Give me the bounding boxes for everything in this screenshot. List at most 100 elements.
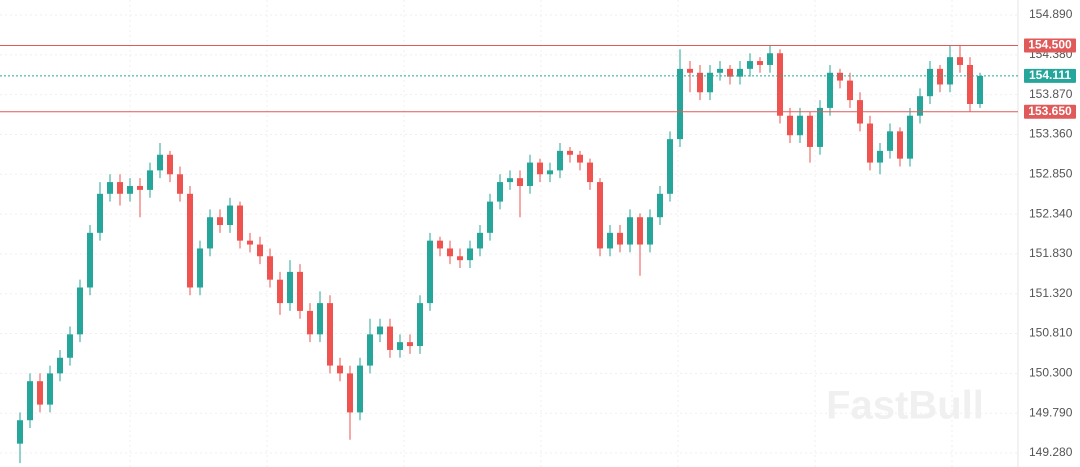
candle-body xyxy=(807,115,813,147)
candle-body xyxy=(797,115,803,136)
candle-body xyxy=(417,303,423,347)
candle-body xyxy=(657,193,663,218)
candle-body xyxy=(367,334,373,366)
candle-body xyxy=(937,68,943,85)
price-label-box xyxy=(1024,68,1076,83)
candle-body xyxy=(727,68,733,77)
candle-body xyxy=(687,68,693,73)
candle-body xyxy=(427,240,433,304)
candle-body xyxy=(97,193,103,233)
candle-body xyxy=(407,342,413,347)
y-tick-label: 153.360 xyxy=(1029,127,1073,141)
candle-body xyxy=(837,72,843,81)
candle-body xyxy=(977,75,983,105)
candle-body xyxy=(127,185,133,194)
candle-body xyxy=(707,72,713,93)
candle-body xyxy=(397,342,403,350)
candle-body xyxy=(947,57,953,85)
candle-body xyxy=(167,154,173,175)
candle-body xyxy=(357,365,363,413)
candle-body xyxy=(667,139,673,194)
candle-body xyxy=(507,178,513,183)
candle-body xyxy=(527,162,533,186)
candle-body xyxy=(617,232,623,245)
candle-body xyxy=(757,61,763,65)
candle-body xyxy=(207,217,213,249)
candle-body xyxy=(887,131,893,151)
candle-body xyxy=(197,248,203,288)
candle-body xyxy=(77,287,83,335)
candle-body xyxy=(47,373,53,405)
candle-body xyxy=(867,123,873,163)
y-tick-label: 151.320 xyxy=(1029,286,1073,300)
candle-body xyxy=(327,303,333,366)
candle-body xyxy=(297,271,303,311)
candle-body xyxy=(137,185,143,190)
candle-body xyxy=(477,232,483,249)
candle-body xyxy=(147,170,153,190)
candle-body xyxy=(627,217,633,245)
candle-body xyxy=(237,205,243,241)
candle-body xyxy=(597,182,603,249)
candle-body xyxy=(387,326,393,350)
candle-body xyxy=(897,131,903,159)
candle-body xyxy=(37,381,43,405)
price-label: 153.650 xyxy=(1028,104,1072,118)
candle-body xyxy=(767,53,773,65)
candle-body xyxy=(967,64,973,105)
candle-body xyxy=(737,68,743,77)
candle-body xyxy=(557,150,563,171)
candle-body xyxy=(187,193,193,288)
y-tick-label: 149.790 xyxy=(1029,405,1073,419)
candle-body xyxy=(87,232,93,288)
candle-body xyxy=(117,182,123,194)
candle-body xyxy=(307,310,313,335)
candle-body xyxy=(497,182,503,202)
candle-body xyxy=(927,68,933,97)
candle-body xyxy=(437,240,443,249)
candle-body xyxy=(257,244,263,257)
candle-body xyxy=(17,420,23,444)
candle-body xyxy=(27,381,33,421)
y-tick-label: 149.280 xyxy=(1029,445,1073,459)
candle-body xyxy=(587,162,593,183)
candle-body xyxy=(607,232,613,249)
candle-body xyxy=(957,57,963,65)
candle-body xyxy=(537,162,543,175)
y-tick-label: 152.850 xyxy=(1029,166,1073,180)
candle-body xyxy=(647,217,653,245)
candle-body xyxy=(467,248,473,261)
y-tick-label: 152.340 xyxy=(1029,206,1073,220)
candle-body xyxy=(447,248,453,257)
candle-body xyxy=(847,80,853,101)
candle-body xyxy=(107,182,113,194)
candle-body xyxy=(747,61,753,69)
candle-body xyxy=(287,271,293,304)
price-label-box xyxy=(1024,104,1076,119)
y-tick-label: 150.810 xyxy=(1029,326,1073,340)
price-label: 154.500 xyxy=(1028,38,1072,52)
candle-body xyxy=(227,205,233,226)
candle-body xyxy=(157,154,163,171)
y-tick-label: 151.830 xyxy=(1029,246,1073,260)
candle-body xyxy=(377,326,383,335)
y-tick-label: 150.300 xyxy=(1029,366,1073,380)
candle-body xyxy=(917,96,923,116)
candle-body xyxy=(177,174,183,194)
candle-body xyxy=(817,107,823,147)
candle-body xyxy=(487,201,493,233)
y-tick-label: 154.890 xyxy=(1029,7,1073,21)
candle-body xyxy=(517,178,523,186)
candle-body xyxy=(547,170,553,175)
candle-body xyxy=(637,217,643,245)
candle-body xyxy=(907,115,913,159)
candle-body xyxy=(717,68,723,73)
watermark: FastBull xyxy=(826,384,984,428)
candle-body xyxy=(577,154,583,163)
candle-body xyxy=(347,373,353,413)
candle-body xyxy=(247,240,253,245)
candle-body xyxy=(337,365,343,374)
candle-body xyxy=(877,150,883,163)
candle-body xyxy=(267,256,273,280)
